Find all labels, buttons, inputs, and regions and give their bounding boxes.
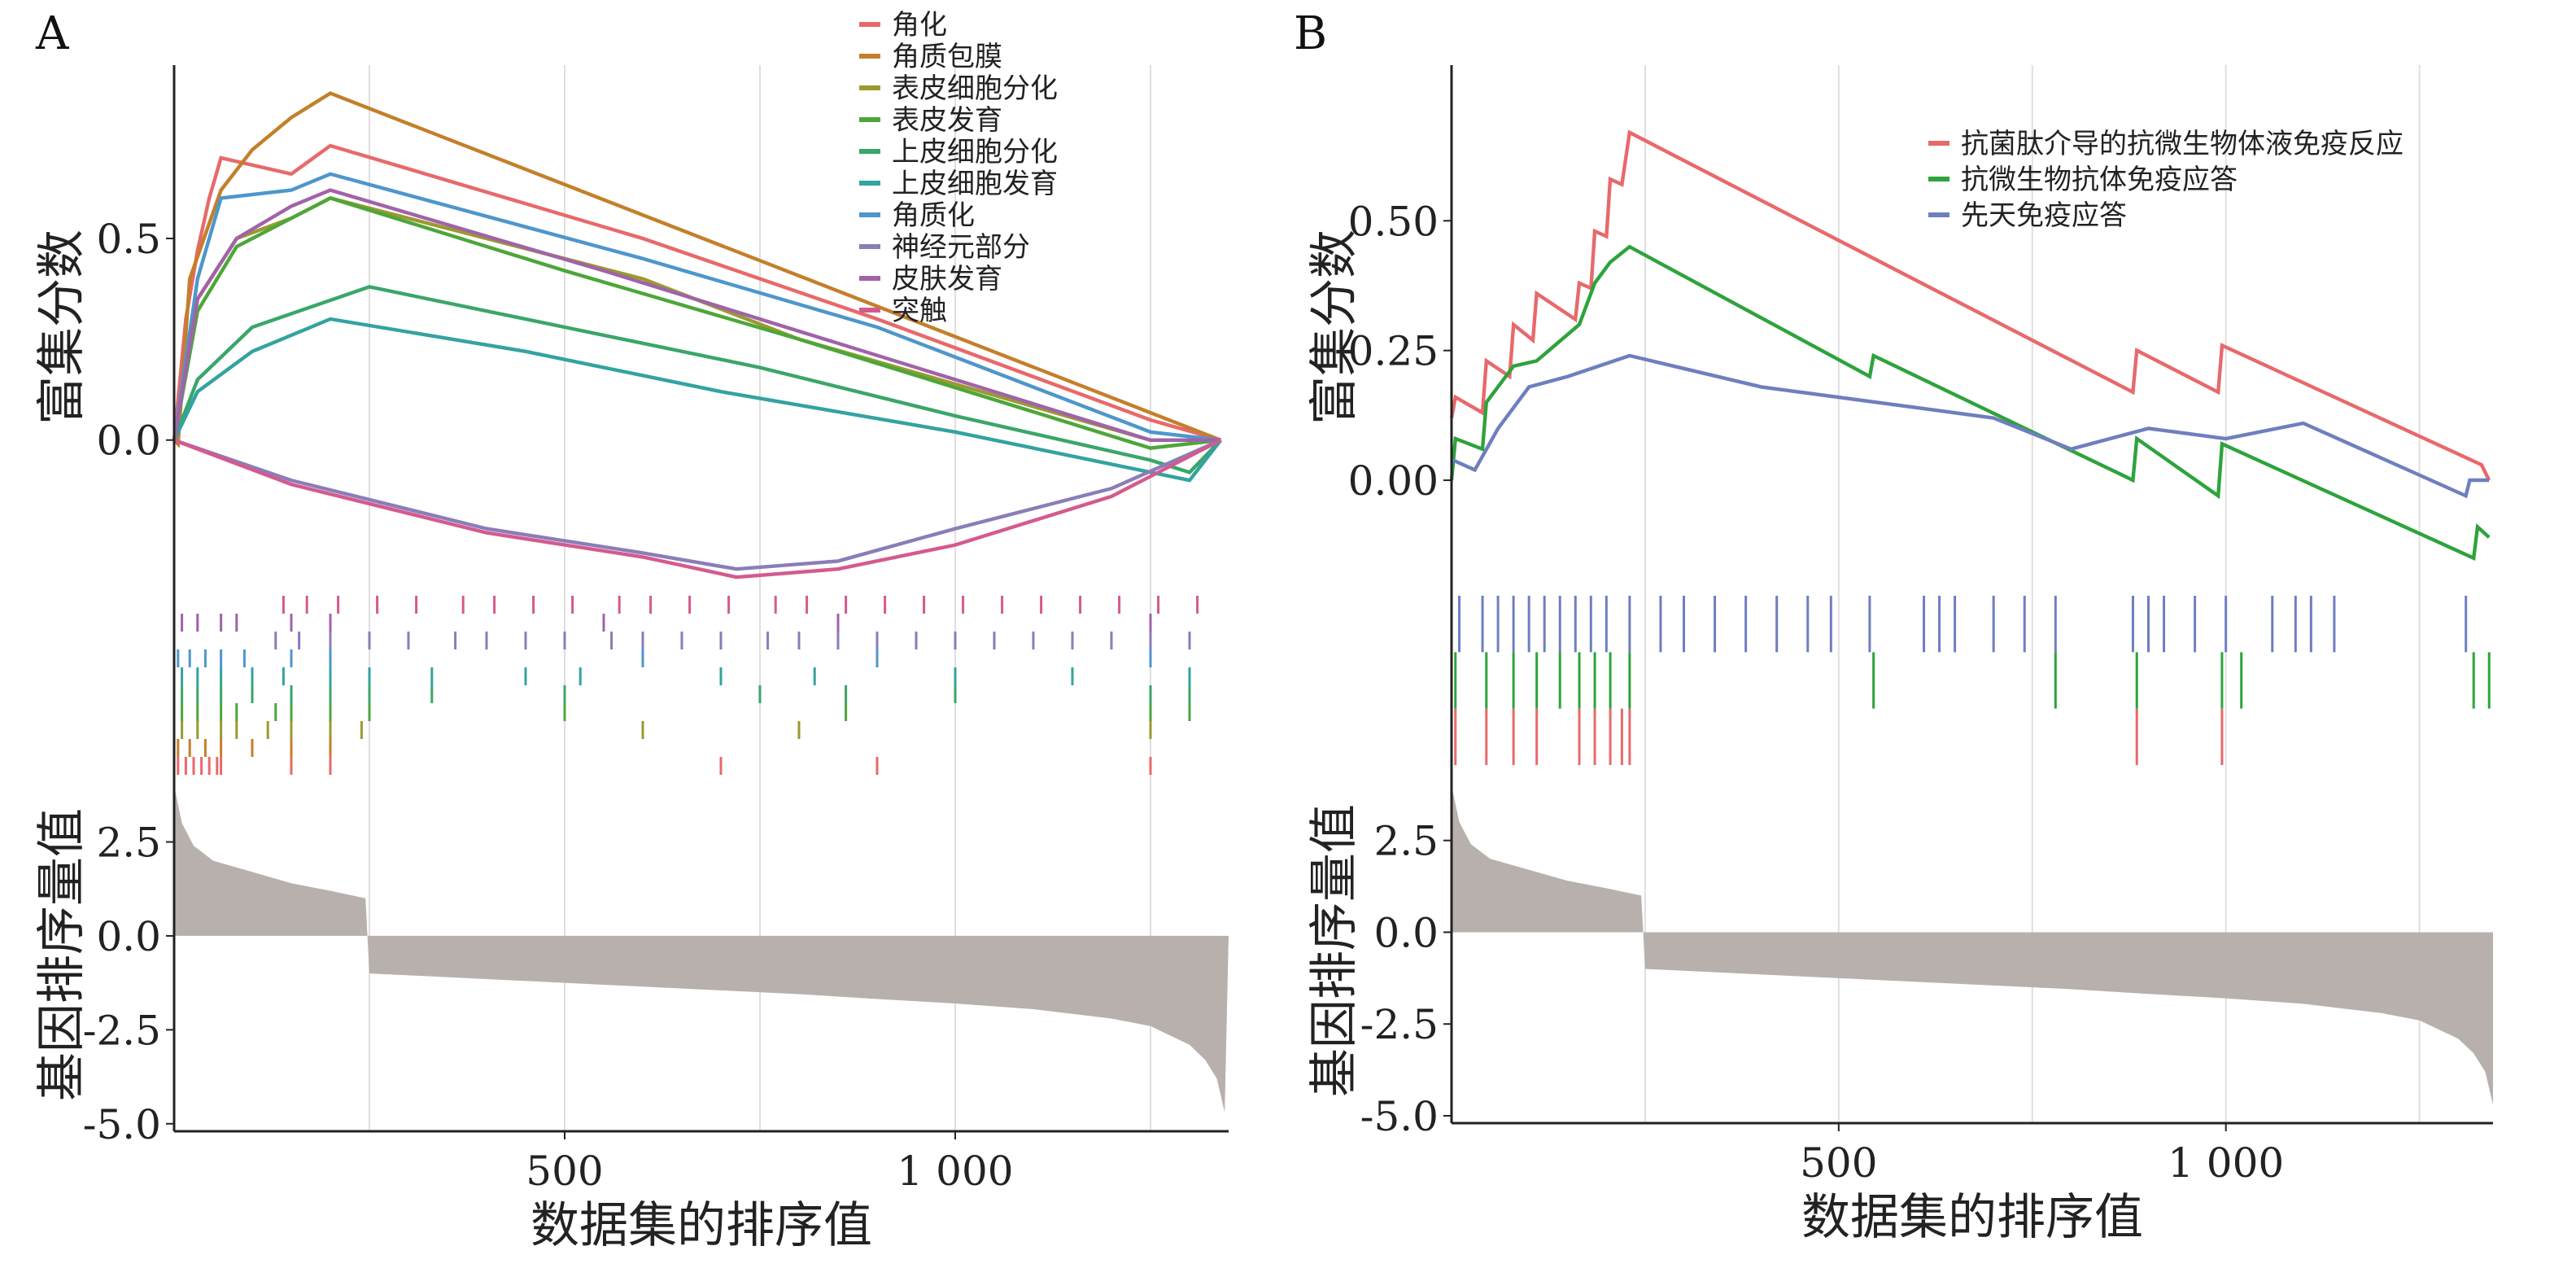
x-tick-label: 1 000 (897, 1148, 1013, 1195)
es-line (172, 188, 1221, 442)
es-tick-label: 0.25 (1348, 328, 1439, 375)
rank-tick-label: -2.5 (1360, 1001, 1439, 1048)
rank-tick-label: 0.0 (1373, 909, 1439, 956)
x-tick-label: 500 (1800, 1139, 1877, 1187)
es-line (172, 317, 1223, 483)
rank-axis-title: 基因排序量值 (1306, 804, 1363, 1097)
es-tick-label: 0.50 (1348, 198, 1439, 245)
es-axis-title: 富集分数 (1306, 230, 1363, 425)
legend-label: 上皮细胞分化 (892, 136, 1058, 168)
es-line (1451, 353, 2490, 499)
es-line (173, 438, 1222, 579)
legend-label: 神经元部分 (892, 231, 1030, 264)
es-line (172, 196, 1221, 450)
rank-axis-title: 基因排序量值 (33, 808, 90, 1101)
legend-label: 表皮发育 (892, 104, 1002, 137)
es-line (172, 143, 1222, 442)
rank-tick-label: 2.5 (96, 819, 161, 866)
legend-label: 抗菌肽介导的抗微生物体液免疫反应 (1961, 128, 2404, 160)
panel-b: 0.00 0.25 0.50 2.5 0.0 -2.5 -5.0 500 1 000 数据集的排序… (1306, 65, 2493, 1246)
rank-metric-area (174, 785, 1229, 1113)
legend-label: 先天免疫应答 (1961, 199, 2127, 232)
legend-label: 皮肤发育 (892, 263, 1002, 295)
rank-tick-label: -2.5 (83, 1007, 161, 1054)
es-tick-label: 0.5 (96, 216, 161, 263)
panel-label-b: B (1294, 7, 1327, 60)
es-line (172, 172, 1221, 442)
legend-label: 抗微生物抗体免疫应答 (1961, 164, 2238, 196)
legend: 角化角质包膜表皮细胞分化表皮发育上皮细胞分化上皮细胞发育角质化神经元部分皮肤发育… (859, 9, 1058, 327)
legend-label: 表皮细胞分化 (892, 72, 1058, 105)
es-line (1449, 244, 2491, 562)
rank-tick-label: 0.0 (96, 913, 161, 960)
legend-label: 角质化 (892, 199, 975, 232)
legend-label: 角化 (892, 9, 947, 42)
x-tick-label: 500 (526, 1148, 603, 1195)
es-axis-title: 富集分数 (33, 230, 90, 425)
legend-label: 突触 (892, 295, 947, 327)
es-tick-label: 0.0 (96, 418, 161, 465)
rank-metric-area (1452, 785, 2493, 1105)
legend-label: 上皮细胞发育 (892, 168, 1058, 200)
x-tick-label: 1 000 (2168, 1139, 2284, 1187)
panel-label-a: A (35, 7, 69, 60)
panel-a: 0.0 0.5 2.5 0.0 -2.5 -5.0 500 1 000 数据集的排序值 富集分数基… (33, 9, 1229, 1254)
rank-tick-label: -5.0 (83, 1101, 161, 1148)
es-tick-label: 0.00 (1348, 457, 1439, 505)
es-line (1449, 129, 2491, 481)
x-axis-title: 数据集的排序值 (530, 1197, 872, 1254)
legend-label: 角质包膜 (892, 41, 1002, 73)
x-axis-title: 数据集的排序值 (1801, 1189, 2143, 1246)
es-line (173, 438, 1222, 571)
rank-tick-label: -5.0 (1360, 1093, 1439, 1140)
rank-tick-label: 2.5 (1373, 818, 1439, 865)
